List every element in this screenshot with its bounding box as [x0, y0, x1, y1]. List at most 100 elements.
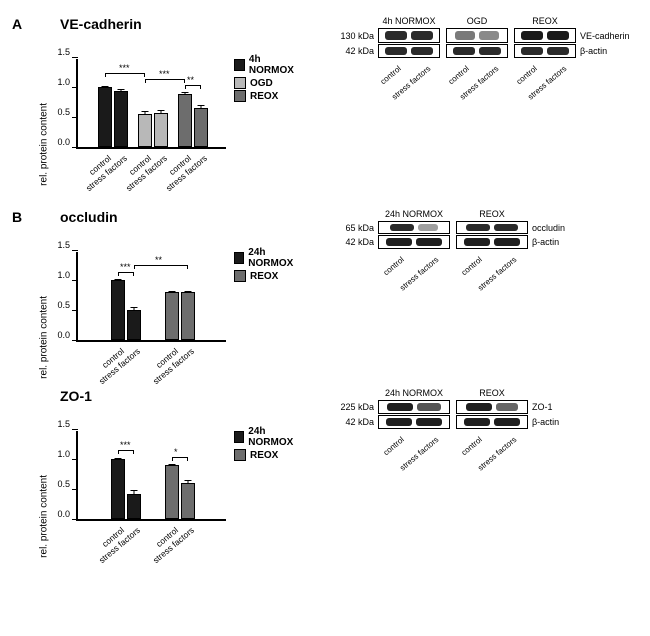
bars — [78, 59, 226, 147]
significance-bracket — [105, 73, 145, 74]
blot-band — [521, 47, 543, 55]
legend-item: OGD — [234, 77, 302, 89]
legend-item: REOX — [234, 449, 302, 461]
blot-col-header: OGD — [446, 16, 508, 26]
blot-band — [479, 31, 499, 40]
chart-area: 0.00.51.01.5rel. protein content*****con… — [52, 227, 302, 382]
error-bar — [118, 279, 119, 281]
blot-band — [466, 403, 492, 411]
y-axis-label: rel. protein content — [39, 103, 50, 186]
legend-swatch — [234, 449, 246, 461]
legend-item: REOX — [234, 90, 302, 102]
blot-protein-label: β-actin — [580, 46, 607, 56]
significance-bracket — [185, 85, 201, 86]
blot-band — [494, 238, 520, 246]
blot-row: 130 kDa VE-cadherin — [336, 28, 636, 43]
y-tick-label: 0.0 — [50, 509, 70, 519]
chart-area: 0.00.51.01.5rel. protein content********… — [52, 34, 302, 189]
blot-box — [446, 28, 508, 43]
blot-protein-label: VE-cadherin — [580, 31, 630, 41]
blot-xlabel-group: controlstress factors — [446, 60, 508, 102]
legend-item: 24h NORMOX — [234, 247, 302, 269]
y-tick-label: 0.0 — [50, 137, 70, 147]
blot-xlabels: controlstress factorscontrolstress facto… — [378, 431, 636, 473]
western-blot: 24h NORMOXREOX225 kDaZO-1 42 kDa β-actin co… — [336, 388, 636, 473]
blot-row: 225 kDaZO-1 — [336, 400, 636, 414]
blot-band — [390, 224, 414, 231]
blot-col-header: 24h NORMOX — [378, 388, 450, 398]
blot-boxes — [378, 400, 528, 414]
blot-mw-label: 42 kDa — [336, 237, 378, 247]
blot-band — [417, 403, 441, 411]
blot-xlabel-group: controlstress factors — [378, 431, 450, 473]
y-tick-label: 1.5 — [50, 240, 70, 250]
significance-label: *** — [120, 262, 131, 272]
bar — [181, 292, 195, 340]
blot-xlabels: controlstress factorscontrolstress facto… — [378, 251, 636, 293]
legend-label: OGD — [250, 78, 273, 89]
blot-headers: 24h NORMOXREOX — [378, 388, 636, 400]
panel: AVE-cadherin0.00.51.01.5rel. protein con… — [8, 16, 642, 189]
bar-group — [165, 465, 195, 519]
legend-swatch — [234, 59, 245, 71]
legend-label: 24h NORMOX — [248, 426, 302, 448]
blot-protein-label: β-actin — [532, 237, 559, 247]
bar — [138, 114, 152, 147]
blot-xlabel: control — [378, 64, 402, 86]
panel: Boccludin0.00.51.01.5rel. protein conten… — [8, 209, 642, 561]
blot-xlabel-group: controlstress factors — [456, 431, 528, 473]
blot-protein-label: β-actin — [532, 417, 559, 427]
figure-root: AVE-cadherin0.00.51.01.5rel. protein con… — [0, 0, 650, 591]
blot-row: 65 kDaoccludin — [336, 221, 636, 234]
blot-boxes — [378, 235, 528, 249]
blot-band — [387, 403, 413, 411]
western-blot: 4h NORMOXOGDREOX130 kDaVE-cadherin42 kDa… — [336, 16, 636, 102]
bar — [111, 280, 125, 340]
significance-label: *** — [159, 69, 170, 79]
bar — [127, 494, 141, 519]
chart-area: 0.00.51.01.5rel. protein content****cont… — [52, 406, 302, 561]
y-axis-label: rel. protein content — [39, 475, 50, 558]
blot-xlabel-group: controlstress factors — [456, 251, 528, 293]
blot-band — [385, 47, 407, 55]
blot-boxes — [378, 44, 576, 58]
blot-band — [455, 31, 475, 40]
blot-mw-label: 130 kDa — [336, 31, 378, 41]
y-tick-label: 1.5 — [50, 47, 70, 57]
x-labels: controlstress factorscontrolstress facto… — [76, 521, 226, 561]
blot-xlabel-group: controlstress factors — [378, 251, 450, 293]
y-tick-label: 0.5 — [50, 479, 70, 489]
blot-col-header: REOX — [456, 209, 528, 219]
y-tick-label: 0.0 — [50, 330, 70, 340]
bar — [127, 310, 141, 340]
legend-label: 4h NORMOX — [249, 54, 302, 76]
blot-band — [416, 418, 442, 426]
plot-area: 0.00.51.01.5rel. protein content******** — [76, 59, 226, 149]
bar — [194, 108, 208, 147]
blot-xlabel-group: controlstress factors — [514, 60, 576, 102]
blot-boxes — [378, 28, 576, 43]
blot-box — [456, 235, 528, 249]
y-tick — [72, 429, 78, 430]
error-bar — [105, 86, 106, 88]
blot-band — [453, 47, 475, 55]
significance-label: *** — [119, 63, 130, 73]
chart-title: VE-cadherin — [60, 16, 318, 32]
legend-label: 24h NORMOX — [248, 247, 302, 269]
bar — [181, 483, 195, 519]
blot-mw-label: 42 kDa — [336, 417, 378, 427]
blot-xlabel: control — [381, 435, 405, 457]
blot-xlabel-group: controlstress factors — [378, 60, 440, 102]
blot-xlabel: control — [459, 435, 483, 457]
blot-band — [521, 31, 543, 40]
plot-area: 0.00.51.01.5rel. protein content***** — [76, 252, 226, 342]
blot-xlabels: controlstress factorscontrolstress facto… — [378, 60, 636, 102]
y-tick-label: 1.0 — [50, 77, 70, 87]
blot-band — [479, 47, 501, 55]
bar — [154, 113, 168, 147]
blot-box — [456, 415, 528, 429]
significance-bracket — [118, 272, 134, 273]
blot-mw-label: 65 kDa — [336, 223, 378, 233]
blot-box — [378, 44, 440, 58]
legend-swatch — [234, 252, 244, 264]
